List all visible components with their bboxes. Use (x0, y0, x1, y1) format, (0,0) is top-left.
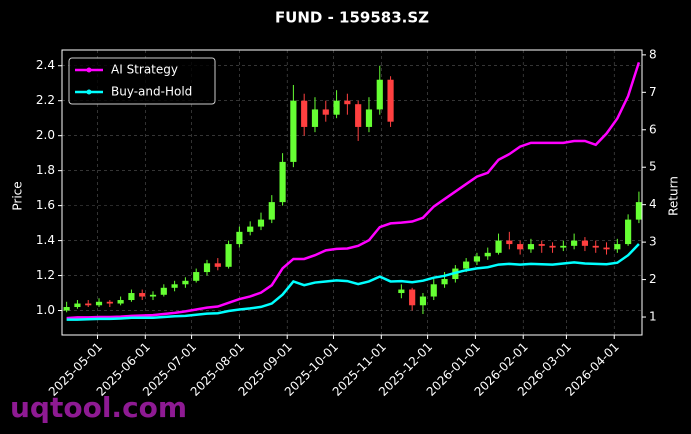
candle-body (527, 244, 535, 250)
candle-body (603, 247, 610, 250)
y2-tick-label: 7 (649, 85, 657, 99)
candle-body (236, 231, 243, 245)
watermark: uqtool.com (10, 391, 187, 424)
legend-label: AI Strategy (111, 63, 178, 77)
y2-tick-label: 5 (649, 160, 657, 174)
y2-tick-label: 6 (649, 122, 657, 136)
candle-body (441, 279, 448, 285)
candle-body (322, 109, 329, 115)
candle-body (409, 289, 416, 306)
legend-marker (86, 89, 92, 95)
legend-box (68, 57, 216, 105)
candle-body (203, 263, 211, 273)
candle-body (495, 240, 502, 253)
candle-body (193, 272, 200, 281)
candle-body (517, 244, 524, 250)
candle-body (128, 293, 135, 301)
candle-body (376, 79, 383, 110)
legend-marker (86, 67, 92, 73)
candle-body (160, 287, 167, 295)
line-series (66, 243, 640, 321)
candle-body (106, 301, 113, 304)
candle-body (365, 109, 373, 127)
candle-body (560, 245, 567, 248)
candle-body (430, 284, 437, 297)
candle-body (333, 100, 340, 115)
candle-body (473, 256, 481, 262)
candle-body (387, 79, 394, 122)
candle-body (74, 303, 81, 308)
y2-tick-label: 4 (649, 197, 657, 211)
candle-body (571, 240, 578, 246)
y-tick-label: 1.6 (36, 198, 55, 212)
candle-body (419, 296, 427, 306)
candle-body (592, 245, 599, 248)
candle-body (398, 289, 405, 294)
candle-body (247, 226, 254, 232)
candle-body (214, 263, 221, 267)
candle-body (279, 161, 286, 203)
line-series (66, 61, 641, 320)
y2-tick-label: 3 (649, 235, 657, 249)
candle-body (549, 245, 556, 248)
candle-body (484, 252, 491, 257)
y-tick-label: 2.2 (36, 93, 55, 107)
candle-body (614, 244, 621, 250)
y-tick-label: 1.2 (36, 268, 55, 282)
candle-body (290, 100, 297, 162)
candle-body (149, 294, 157, 297)
y2-axis-label: Return (667, 176, 681, 216)
candle-body (538, 244, 545, 246)
y2-tick-label: 1 (649, 310, 657, 324)
y-tick-label: 1.8 (36, 163, 55, 177)
candle-body (355, 104, 362, 127)
candle-body (117, 300, 124, 304)
candle-body (63, 307, 70, 311)
candle-body (268, 202, 275, 220)
candle-body (311, 109, 319, 127)
y-tick-label: 2.0 (36, 128, 55, 142)
candle-body (301, 100, 308, 127)
candle-body (182, 280, 189, 285)
candle-body (139, 293, 146, 297)
legend-label: Buy-and-Hold (111, 85, 192, 99)
candle-body (581, 240, 589, 246)
candle-body (506, 240, 513, 245)
y-tick-label: 1.4 (36, 233, 55, 247)
candle-body (85, 303, 92, 306)
candle-body (225, 244, 232, 267)
candle-body (625, 219, 632, 245)
candle-body (635, 202, 642, 220)
y-tick-label: 1.0 (36, 303, 55, 317)
candle-body (344, 100, 351, 105)
chart-title: FUND - 159583.SZ (275, 9, 429, 27)
y2-tick-label: 2 (649, 272, 657, 286)
candle-body (171, 284, 178, 288)
y-axis-label: Price (11, 181, 25, 210)
candle-body (257, 219, 265, 227)
y2-tick-label: 8 (649, 47, 657, 61)
candle-body (95, 301, 103, 306)
candle-body (463, 261, 470, 269)
plot-frame (61, 49, 643, 336)
y-tick-label: 2.4 (36, 58, 55, 72)
